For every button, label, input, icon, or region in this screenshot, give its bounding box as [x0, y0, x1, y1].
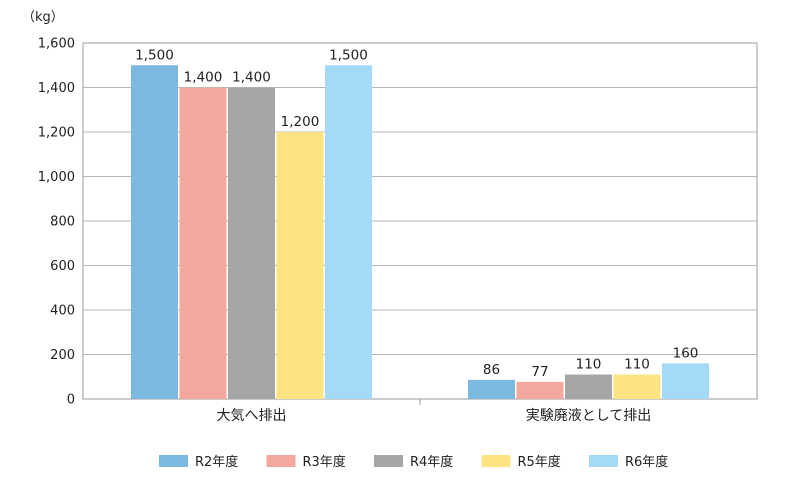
data-label: 110 — [576, 357, 602, 373]
data-label: 1,500 — [329, 47, 368, 63]
bar — [276, 132, 324, 399]
y-tick-label: 1,000 — [38, 170, 75, 185]
data-label: 110 — [624, 357, 650, 373]
y-tick-label: 200 — [50, 348, 75, 363]
bar — [131, 65, 178, 399]
y-tick-label: 1,200 — [38, 126, 75, 141]
data-label: 86 — [483, 362, 500, 378]
data-label: 77 — [531, 364, 548, 380]
data-label: 1,200 — [281, 114, 320, 130]
bar — [468, 379, 515, 399]
data-label: 160 — [673, 345, 699, 361]
legend-label: R4年度 — [410, 454, 453, 470]
legend-label: R5年度 — [518, 454, 561, 470]
y-tick-label: 400 — [50, 304, 75, 319]
legend-swatch — [266, 455, 296, 467]
axes: 0 200 400 600 800 1,000 1,200 1,400 1,600 大気へ排出 実験… — [38, 37, 758, 424]
bars — [131, 65, 709, 399]
legend-swatch — [159, 455, 188, 467]
data-label: 1,500 — [135, 47, 174, 63]
category-label: 実験廃液として排出 — [526, 407, 652, 424]
bar — [613, 374, 661, 399]
bar — [228, 87, 275, 399]
y-axis-unit-label: （kg） — [22, 10, 64, 25]
y-tick-label: 600 — [50, 259, 75, 274]
legend-label: R2年度 — [195, 454, 238, 470]
legend-swatch — [374, 455, 403, 467]
y-tick-label: 1,600 — [38, 37, 75, 52]
legend: R2年度 R3年度 R4年度 R5年度 R6年度 — [159, 454, 668, 470]
bar — [662, 363, 709, 399]
data-label: 1,400 — [232, 70, 271, 86]
bar — [179, 87, 227, 399]
legend-swatch — [481, 455, 511, 467]
data-labels: 1,500 1,400 1,400 1,200 1,500 86 77 110 110 160 — [135, 47, 698, 380]
category-label: 大気へ排出 — [217, 408, 287, 424]
legend-label: R3年度 — [303, 454, 346, 470]
legend-label: R6年度 — [625, 454, 668, 470]
bar — [516, 381, 564, 399]
data-label: 1,400 — [184, 70, 223, 86]
y-tick-label: 1,400 — [38, 81, 75, 96]
bar — [565, 374, 612, 399]
bar — [325, 65, 372, 399]
y-tick-label: 800 — [50, 215, 75, 230]
y-tick-label: 0 — [67, 393, 75, 408]
legend-swatch — [589, 455, 618, 467]
